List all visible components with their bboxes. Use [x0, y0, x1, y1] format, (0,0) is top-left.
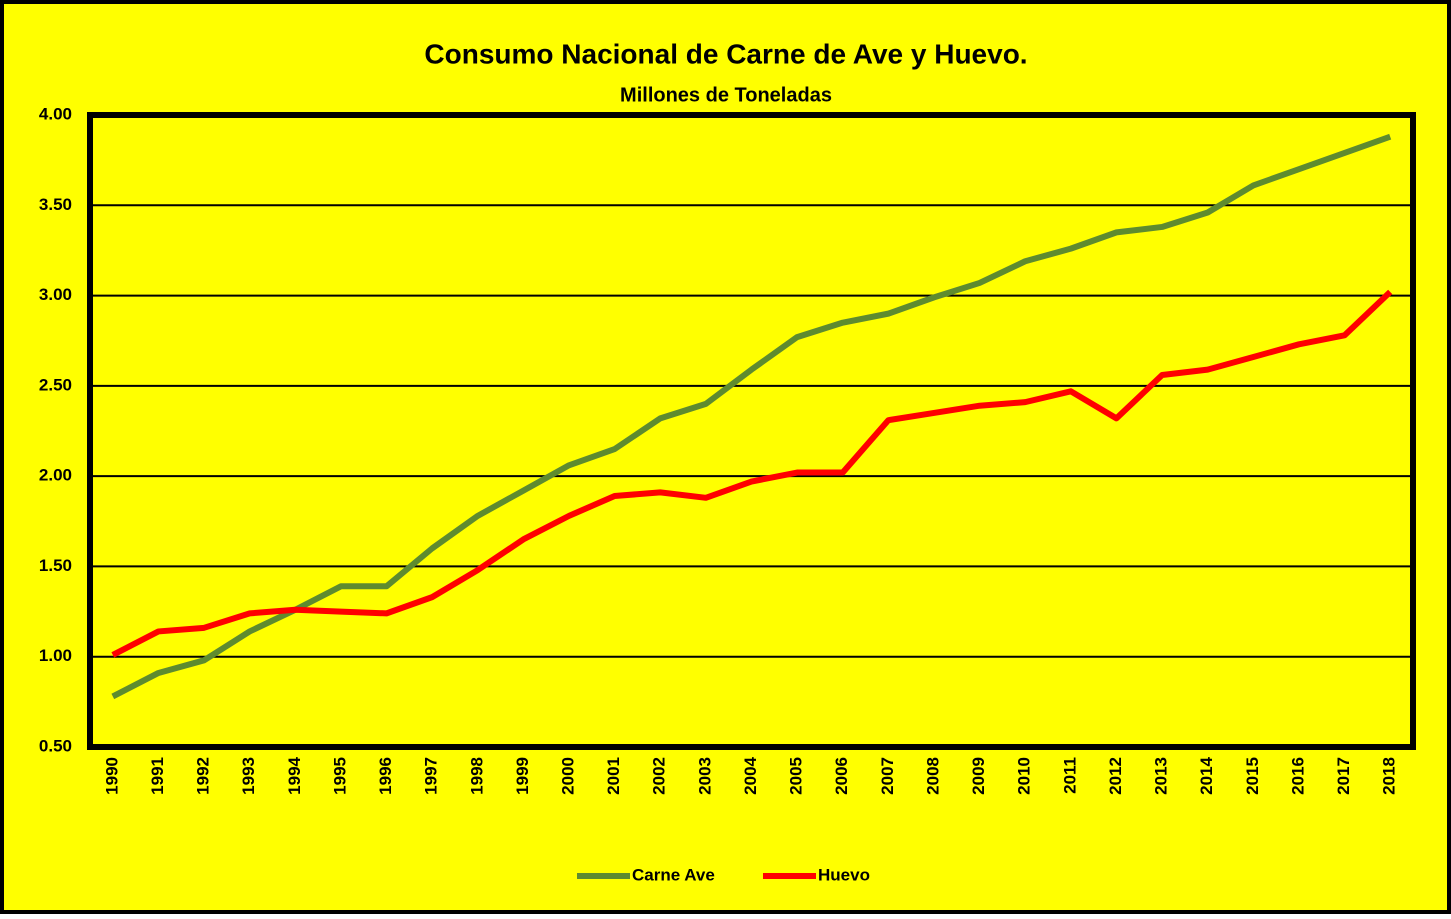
x-tick-label: 1990	[102, 757, 121, 795]
x-tick-label: 2005	[787, 757, 806, 795]
x-tick-label: 1997	[422, 757, 441, 795]
chart-subtitle: Millones de Toneladas	[620, 84, 832, 106]
x-tick-label: 2001	[604, 757, 623, 795]
x-tick-label: 1991	[148, 757, 167, 795]
x-tick-label: 2012	[1106, 757, 1125, 795]
y-tick-label: 1.50	[39, 556, 72, 575]
x-tick-label: 2017	[1334, 757, 1353, 795]
x-tick-label: 2000	[559, 757, 578, 795]
y-tick-label: 2.50	[39, 375, 72, 394]
legend-label: Huevo	[818, 865, 870, 884]
x-tick-label: 2007	[878, 757, 897, 795]
chart-title: Consumo Nacional de Carne de Ave y Huevo…	[424, 38, 1027, 69]
x-tick-label: 2008	[923, 757, 942, 795]
y-tick-label: 3.00	[39, 285, 72, 304]
x-tick-label: 1992	[194, 757, 213, 795]
x-tick-label: 2018	[1380, 757, 1399, 795]
x-tick-label: 2014	[1197, 756, 1216, 794]
x-tick-label: 2002	[650, 757, 669, 795]
x-tick-label: 2011	[1060, 757, 1079, 794]
x-tick-label: 2015	[1243, 757, 1262, 795]
x-tick-label: 2010	[1015, 757, 1034, 795]
data-line	[111, 133, 1392, 700]
x-tick-label: 2004	[741, 756, 760, 794]
legend-label: Carne Ave	[632, 865, 715, 884]
x-tick-label: 1994	[285, 756, 304, 794]
y-tick-label: 1.00	[39, 646, 72, 665]
x-tick-label: 1998	[467, 757, 486, 795]
y-tick-label: 4.00	[39, 104, 72, 123]
x-tick-label: 1999	[513, 757, 532, 795]
data-line	[111, 289, 1393, 658]
x-tick-label: 1993	[239, 757, 258, 795]
x-tick-label: 2006	[832, 757, 851, 795]
x-tick-label: 2016	[1288, 757, 1307, 795]
y-tick-label: 3.50	[39, 195, 72, 214]
x-tick-label: 1995	[330, 757, 349, 795]
y-tick-label: 2.00	[39, 466, 72, 485]
y-tick-label: 0.50	[39, 736, 72, 755]
x-tick-label: 1996	[376, 757, 395, 795]
x-tick-label: 2013	[1152, 757, 1171, 795]
plot-border	[87, 112, 1416, 750]
x-tick-label: 2003	[695, 757, 714, 795]
x-tick-label: 2009	[969, 757, 988, 795]
